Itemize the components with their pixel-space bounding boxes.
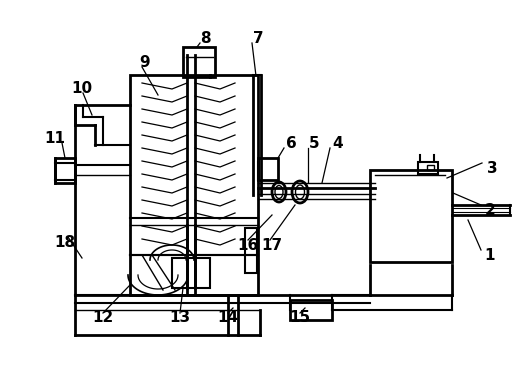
Bar	[418, 162, 438, 174]
Text: 16: 16	[238, 237, 259, 253]
Text: 13: 13	[169, 311, 191, 325]
Text: 7: 7	[253, 30, 263, 45]
Bar	[55, 158, 75, 183]
Text: 10: 10	[71, 80, 92, 96]
Text: 15: 15	[289, 311, 310, 325]
Text: 6: 6	[286, 136, 296, 150]
Bar	[172, 258, 210, 288]
Bar	[130, 75, 258, 295]
Text: 8: 8	[200, 30, 210, 45]
Text: 17: 17	[261, 237, 282, 253]
Text: 2: 2	[485, 202, 495, 218]
Ellipse shape	[292, 181, 308, 203]
Bar	[370, 170, 452, 262]
Text: 5: 5	[309, 136, 319, 150]
Text: 11: 11	[44, 131, 65, 146]
Text: 1: 1	[485, 248, 495, 263]
Text: 4: 4	[333, 136, 343, 150]
Text: 12: 12	[92, 311, 114, 325]
Text: 18: 18	[54, 234, 76, 250]
Bar	[183, 47, 215, 77]
Ellipse shape	[272, 182, 286, 202]
Text: 9: 9	[140, 54, 150, 69]
Bar	[290, 300, 332, 320]
Text: 14: 14	[218, 311, 239, 325]
Bar	[245, 228, 257, 273]
Bar	[427, 165, 434, 170]
Text: 3: 3	[487, 160, 497, 176]
Bar	[258, 158, 278, 180]
